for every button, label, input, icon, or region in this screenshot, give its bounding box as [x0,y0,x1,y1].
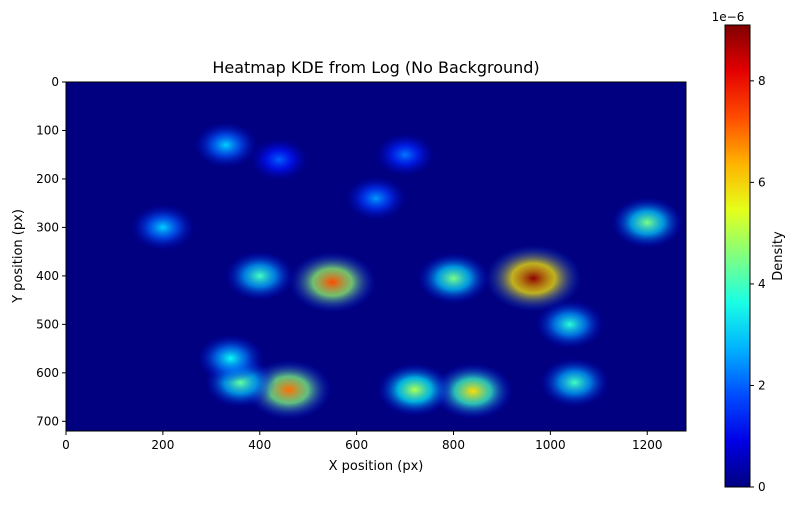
y-tick-label: 100 [36,123,59,137]
heatmap-hotspot [417,252,490,304]
heatmap-hotspot [377,363,453,417]
y-tick-label: 300 [36,220,59,234]
colorbar [724,24,751,488]
heatmap-hotspot [374,132,436,177]
heatmap-hotspot [611,196,684,249]
colorbar-tick-label: 4 [758,277,766,291]
y-tick-label: 700 [36,414,59,428]
heatmap-hotspot [345,175,407,221]
x-tick-label: 1200 [632,438,663,452]
x-tick-label: 600 [345,438,368,452]
heatmap-hotspot [249,138,309,182]
y-tick-label: 500 [36,317,59,331]
y-tick-label: 600 [36,366,59,380]
colorbar-tick-label: 8 [758,74,766,88]
colorbar-ticks: 0 2 4 6 8 [750,74,766,494]
heatmap-hotspot [197,334,265,383]
heatmap-hotspot [485,245,582,312]
x-tick-label: 1000 [535,438,566,452]
y-axis-ticks: 0 100 200 300 400 500 600 700 [36,75,66,428]
heatmap-hotspot [535,299,605,349]
heatmap-hotspot [432,363,514,420]
y-axis-label: Y position (px) [11,209,26,304]
x-tick-label: 0 [62,438,70,452]
x-tick-label: 200 [151,438,174,452]
heatmap-image [66,82,686,431]
heatmap-hotspot [130,204,196,251]
colorbar-tick-label: 6 [758,175,766,189]
colorbar-tick-label: 0 [758,480,766,494]
heatmap-hotspot [193,121,259,169]
chart-title: Heatmap KDE from Log (No Background) [212,58,539,77]
colorbar-offset-label: 1e−6 [712,10,745,24]
y-tick-label: 0 [51,75,59,89]
y-tick-label: 200 [36,172,59,186]
heatmap-hotspot [539,357,610,408]
x-tick-label: 800 [442,438,465,452]
x-axis-ticks: 0 200 400 600 800 1000 1200 [62,431,663,452]
heatmap-hotspot [224,251,295,301]
x-tick-label: 400 [248,438,271,452]
colorbar-tick-label: 2 [758,378,766,392]
heatmap-hotspot [288,251,377,313]
x-axis-label: X position (px) [329,459,424,474]
colorbar-label: Density [771,231,786,281]
plot-frame [65,81,687,432]
y-tick-label: 400 [36,269,59,283]
